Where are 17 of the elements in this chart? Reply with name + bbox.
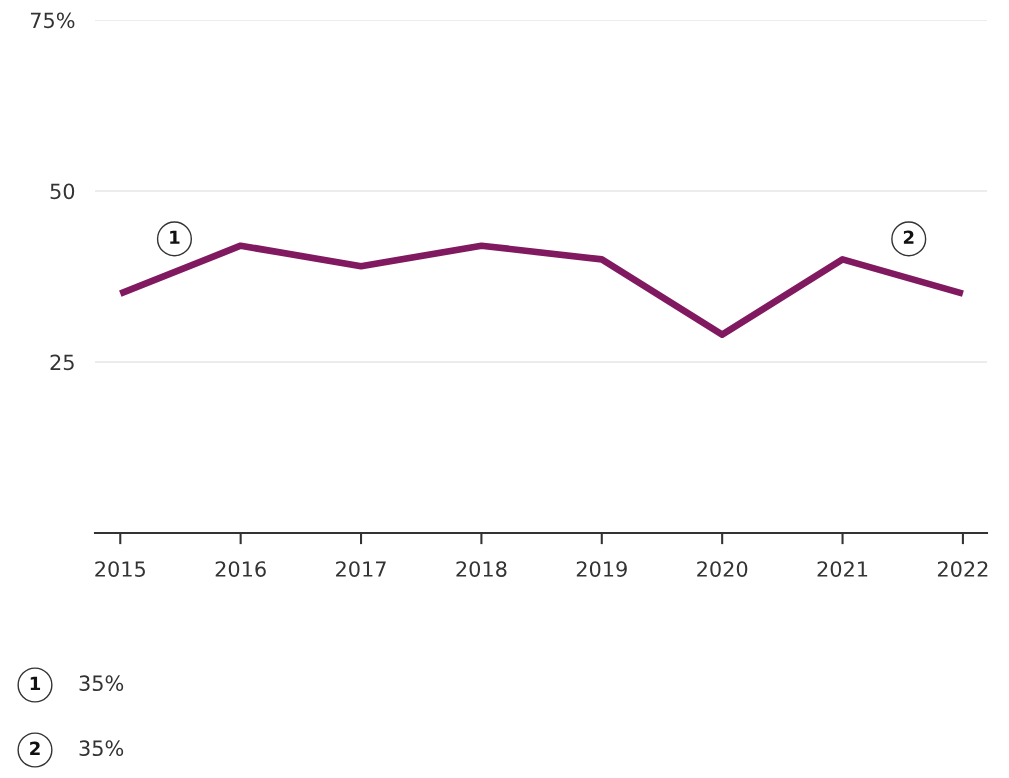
x-tick-label: 2015 (95, 561, 145, 577)
x-tick-label: 2018 (456, 561, 507, 577)
x-tick-label: 2019 (576, 561, 627, 577)
text: 35% (79, 740, 124, 757)
y-tick-label: 50 (50, 183, 75, 200)
y-tick-label: 25 (50, 354, 74, 371)
y-tick-label: 75% (30, 12, 75, 29)
x-tick-label: 2021 (817, 561, 868, 577)
text: 1 (30, 676, 41, 690)
annotation: 2 (903, 230, 914, 244)
x-tick-label: 2016 (215, 561, 266, 577)
x-tick-label: 2020 (697, 561, 748, 577)
x-tick-label: 2017 (336, 561, 386, 577)
text: 35% (79, 675, 124, 692)
text: 2 (30, 741, 40, 755)
x-tick-label: 2022 (937, 561, 988, 577)
annotation: 1 (170, 230, 180, 244)
